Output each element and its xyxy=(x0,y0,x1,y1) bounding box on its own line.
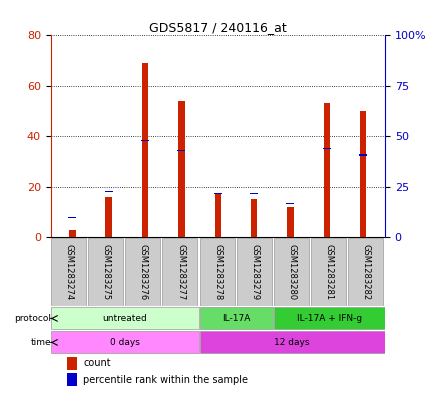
Text: GSM1283282: GSM1283282 xyxy=(362,244,371,300)
Text: GSM1283274: GSM1283274 xyxy=(65,244,73,300)
Bar xyxy=(250,193,258,194)
FancyBboxPatch shape xyxy=(274,307,385,329)
FancyBboxPatch shape xyxy=(51,238,86,306)
FancyBboxPatch shape xyxy=(51,331,199,353)
FancyBboxPatch shape xyxy=(200,307,273,329)
Bar xyxy=(251,199,257,237)
Text: IL-17A + IFN-g: IL-17A + IFN-g xyxy=(297,314,362,323)
Text: GSM1283275: GSM1283275 xyxy=(102,244,111,300)
Text: untreated: untreated xyxy=(103,314,147,323)
Bar xyxy=(286,203,294,204)
Text: GSM1283278: GSM1283278 xyxy=(213,244,222,300)
Bar xyxy=(359,154,367,156)
Bar xyxy=(69,230,76,237)
Text: protocol: protocol xyxy=(15,314,51,323)
FancyBboxPatch shape xyxy=(162,238,198,306)
Title: GDS5817 / 240116_at: GDS5817 / 240116_at xyxy=(149,21,287,34)
FancyBboxPatch shape xyxy=(200,331,385,353)
Text: GSM1283281: GSM1283281 xyxy=(325,244,334,300)
Text: percentile rank within the sample: percentile rank within the sample xyxy=(83,375,248,385)
FancyBboxPatch shape xyxy=(200,238,235,306)
Bar xyxy=(142,63,148,237)
Bar xyxy=(360,111,367,237)
FancyBboxPatch shape xyxy=(88,238,123,306)
FancyBboxPatch shape xyxy=(125,238,160,306)
Bar xyxy=(105,191,113,192)
Text: 12 days: 12 days xyxy=(275,338,310,347)
Bar xyxy=(141,140,149,141)
FancyBboxPatch shape xyxy=(237,238,271,306)
Bar xyxy=(67,373,77,386)
Bar xyxy=(178,101,185,237)
Text: count: count xyxy=(83,358,111,368)
Bar xyxy=(67,357,77,370)
FancyBboxPatch shape xyxy=(348,238,383,306)
Bar xyxy=(323,148,331,149)
Text: time: time xyxy=(31,338,51,347)
Text: GSM1283277: GSM1283277 xyxy=(176,244,185,300)
Bar xyxy=(215,194,221,237)
FancyBboxPatch shape xyxy=(274,238,309,306)
Text: IL-17A: IL-17A xyxy=(222,314,250,323)
Text: 0 days: 0 days xyxy=(110,338,140,347)
Bar xyxy=(68,217,77,218)
Bar xyxy=(106,197,112,237)
Text: GSM1283276: GSM1283276 xyxy=(139,244,148,300)
Text: GSM1283280: GSM1283280 xyxy=(288,244,297,300)
FancyBboxPatch shape xyxy=(51,307,199,329)
FancyBboxPatch shape xyxy=(311,238,346,306)
Text: GSM1283279: GSM1283279 xyxy=(250,244,260,300)
Bar xyxy=(323,103,330,237)
Bar xyxy=(287,207,294,237)
Bar xyxy=(214,193,222,194)
